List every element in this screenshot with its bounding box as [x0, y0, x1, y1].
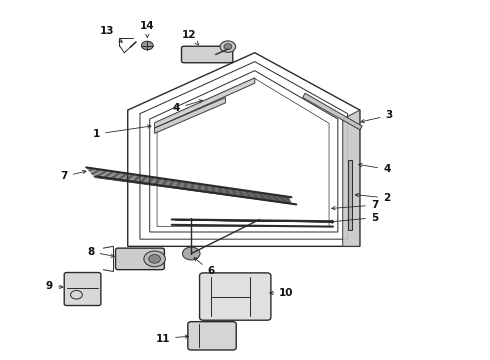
Polygon shape: [303, 93, 362, 130]
Text: 5: 5: [329, 213, 378, 223]
Circle shape: [149, 255, 160, 263]
Text: 8: 8: [87, 247, 114, 257]
Circle shape: [224, 44, 232, 49]
Text: 4: 4: [359, 163, 391, 174]
Text: 11: 11: [156, 333, 189, 343]
Text: 7: 7: [61, 170, 86, 181]
FancyBboxPatch shape: [64, 273, 101, 306]
Text: 4: 4: [173, 100, 202, 113]
Text: 10: 10: [270, 288, 294, 298]
Text: 3: 3: [361, 111, 393, 123]
Text: 7: 7: [332, 200, 378, 210]
Text: 14: 14: [140, 21, 154, 37]
Circle shape: [144, 251, 165, 267]
FancyBboxPatch shape: [188, 321, 236, 350]
FancyBboxPatch shape: [199, 273, 271, 320]
Circle shape: [220, 41, 236, 52]
Polygon shape: [155, 98, 225, 134]
Text: 12: 12: [182, 30, 198, 45]
Text: 1: 1: [93, 125, 151, 139]
Text: 13: 13: [100, 26, 122, 42]
FancyBboxPatch shape: [181, 46, 233, 63]
Polygon shape: [155, 78, 255, 128]
Circle shape: [142, 41, 153, 50]
Polygon shape: [343, 110, 360, 246]
Text: 9: 9: [46, 281, 63, 291]
Text: 2: 2: [355, 193, 391, 203]
Circle shape: [182, 247, 200, 260]
Text: 6: 6: [194, 258, 215, 276]
FancyBboxPatch shape: [116, 248, 164, 270]
Polygon shape: [347, 160, 352, 230]
